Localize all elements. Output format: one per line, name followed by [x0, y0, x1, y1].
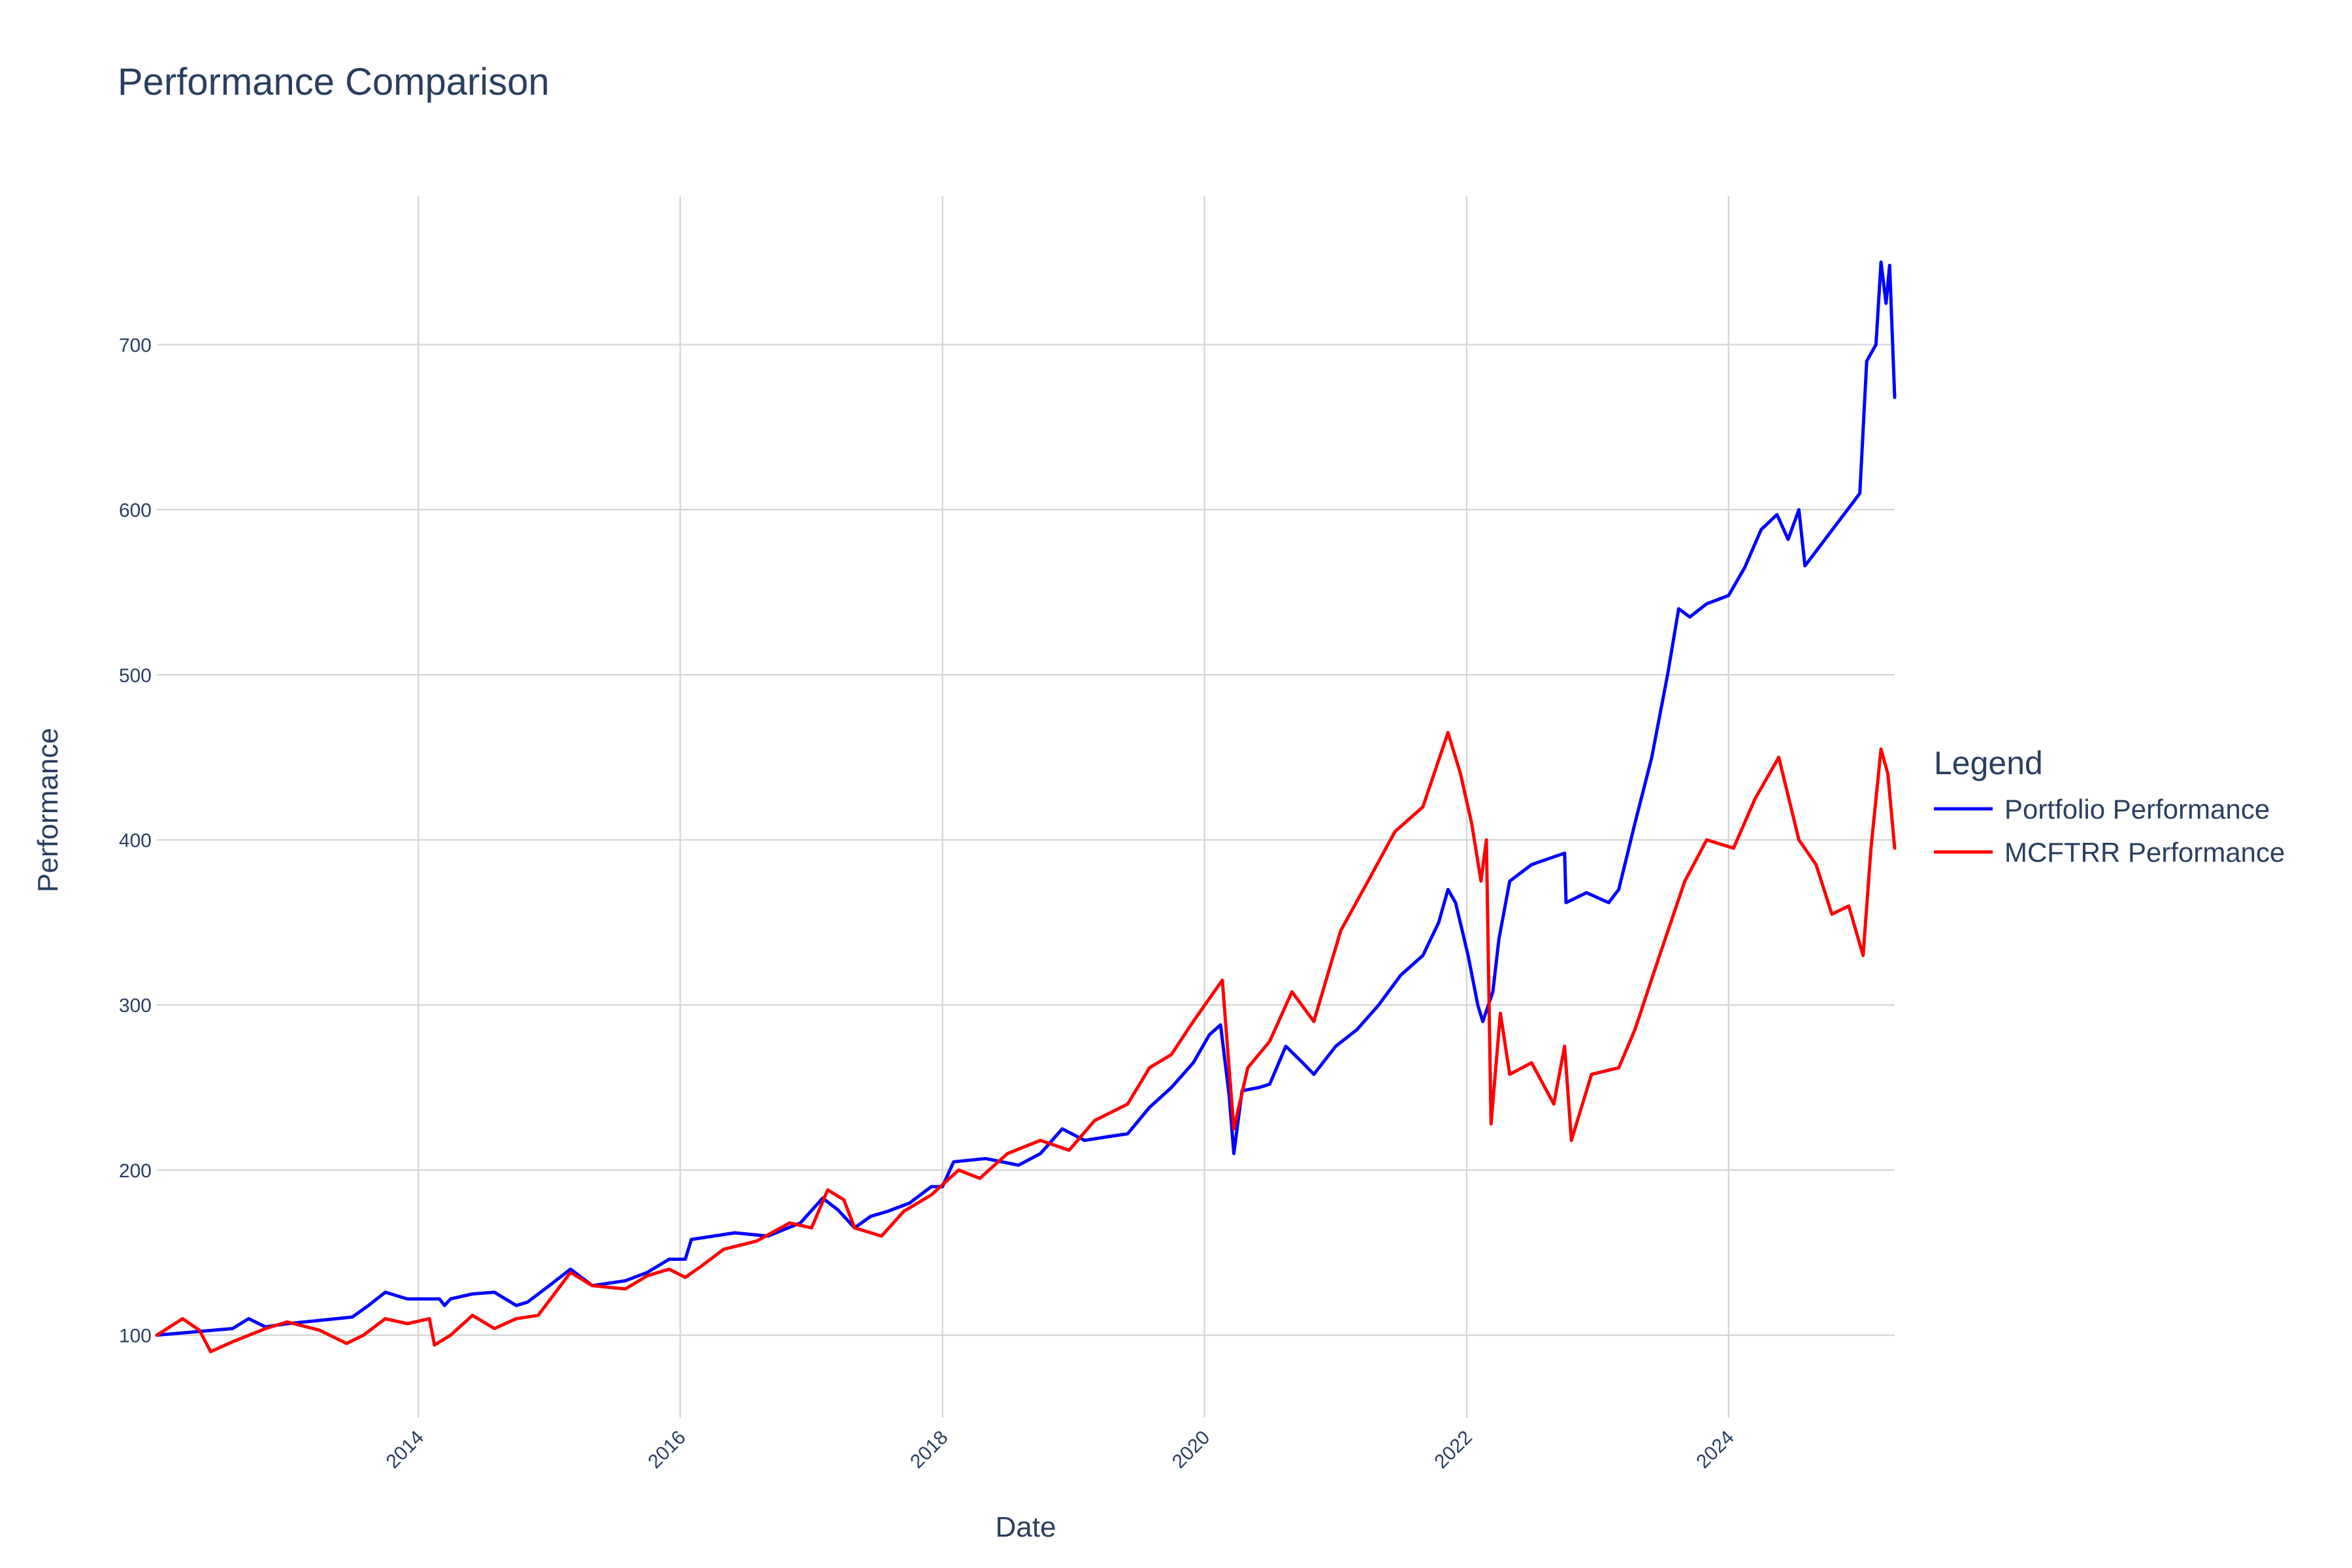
y-tick-label: 500: [119, 665, 152, 687]
series-line-portfolio: [155, 260, 1897, 1337]
y-axis-title: Performance: [32, 728, 64, 892]
legend-label: Portfolio Performance: [2004, 794, 2270, 825]
x-tick-label: 2014: [382, 1427, 429, 1473]
x-tick-labels: 2014 2016 2018 2020 2022 2024: [382, 1427, 1739, 1473]
x-tick-label: 2024: [1692, 1427, 1739, 1473]
legend-title: Legend: [1934, 745, 2043, 781]
x-tick-label: 2016: [644, 1427, 691, 1473]
chart-title: Performance Comparison: [118, 61, 549, 103]
legend-item-mcftrr[interactable]: MCFTRR Performance: [1934, 837, 2285, 868]
series-line-mcftrr: [155, 730, 1897, 1354]
legend[interactable]: Legend Portfolio Performance MCFTRR Perfo…: [1934, 745, 2285, 868]
x-axis-title: Date: [996, 1511, 1056, 1543]
y-tick-label: 400: [119, 830, 152, 852]
y-tick-label: 100: [119, 1326, 152, 1347]
legend-items: Portfolio Performance MCFTRR Performance: [1934, 794, 2285, 868]
y-tick-labels: 100 200 300 400 500 600 700: [119, 335, 152, 1347]
series-layer: [155, 260, 1897, 1354]
x-tick-label: 2022: [1430, 1427, 1477, 1473]
x-tick-label: 2018: [906, 1427, 953, 1473]
x-gridlines: [417, 196, 1729, 1418]
legend-label: MCFTRR Performance: [2004, 837, 2285, 868]
legend-item-portfolio[interactable]: Portfolio Performance: [1934, 794, 2270, 825]
y-tick-label: 600: [119, 500, 152, 521]
x-tick-label: 2020: [1168, 1427, 1215, 1473]
y-tick-label: 300: [119, 995, 152, 1017]
y-tick-label: 700: [119, 335, 152, 356]
y-tick-label: 200: [119, 1160, 152, 1182]
y-gridlines: [157, 344, 1895, 1336]
